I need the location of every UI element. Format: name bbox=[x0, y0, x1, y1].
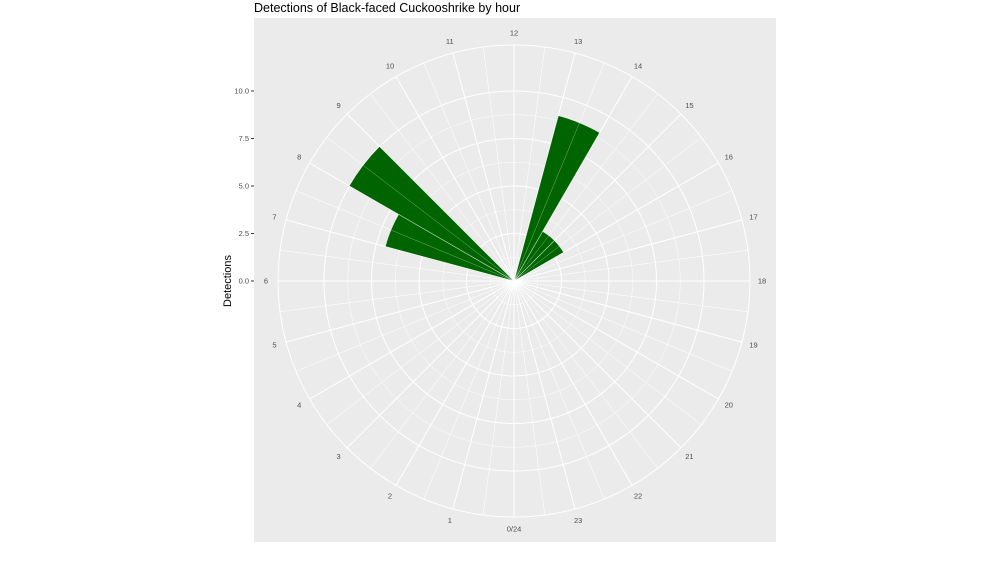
hour-label: 17 bbox=[749, 212, 757, 221]
spoke-overlay bbox=[513, 280, 682, 449]
spoke-overlay bbox=[513, 162, 719, 282]
spoke-overlay bbox=[513, 46, 545, 282]
spoke-overlay bbox=[395, 280, 515, 486]
spoke-overlay bbox=[513, 113, 682, 282]
bar-hour-13 bbox=[514, 115, 600, 281]
hour-label: 5 bbox=[272, 341, 276, 350]
spoke-overlay bbox=[513, 52, 576, 282]
hour-label: 7 bbox=[272, 212, 276, 221]
hour-label: 15 bbox=[685, 101, 693, 110]
hour-label: 18 bbox=[758, 277, 766, 286]
spoke-overlay bbox=[279, 280, 515, 312]
spoke-overlay bbox=[452, 52, 515, 282]
y-tick-label: 10.0 bbox=[234, 87, 249, 96]
hour-label: 10 bbox=[386, 62, 394, 71]
hour-label: 12 bbox=[510, 29, 518, 38]
spoke-overlay bbox=[370, 93, 515, 282]
hour-label: 22 bbox=[634, 491, 642, 500]
hour-label: 14 bbox=[634, 62, 642, 71]
hour-label: 8 bbox=[297, 153, 301, 162]
spoke-overlay bbox=[346, 280, 515, 449]
y-tick-label: 2.5 bbox=[239, 229, 249, 238]
spoke-overlay bbox=[483, 280, 515, 516]
spoke-overlay bbox=[513, 93, 658, 282]
hour-label: 2 bbox=[388, 491, 392, 500]
spoke-overlay bbox=[513, 76, 633, 282]
spoke-overlay bbox=[513, 190, 733, 282]
spoke-overlay bbox=[326, 137, 515, 282]
spoke-overlay bbox=[513, 137, 702, 282]
hour-label: 3 bbox=[337, 452, 341, 461]
spoke-overlay bbox=[295, 280, 515, 372]
spoke-overlay bbox=[326, 280, 515, 425]
spoke-overlay bbox=[513, 219, 743, 282]
spoke-overlay bbox=[395, 76, 515, 282]
y-tick-label: 0.0 bbox=[239, 277, 249, 286]
spoke-overlay bbox=[452, 280, 515, 510]
bar-hour-8 bbox=[349, 146, 514, 281]
hour-label: 20 bbox=[725, 401, 733, 410]
spoke-overlay bbox=[513, 280, 719, 400]
y-tick-label: 5.0 bbox=[239, 182, 249, 191]
spoke-overlay bbox=[423, 62, 515, 282]
spoke-overlay bbox=[346, 113, 515, 282]
spoke-overlay bbox=[370, 280, 515, 469]
hour-label: 1 bbox=[448, 516, 452, 525]
hour-label: 23 bbox=[574, 516, 582, 525]
bar-hour-15 bbox=[514, 240, 564, 281]
spoke-overlay bbox=[483, 46, 515, 282]
hour-labels: 0/24123456789101112131415161718192021222… bbox=[264, 29, 766, 534]
spoke-overlay bbox=[285, 280, 515, 343]
hour-label: 9 bbox=[337, 101, 341, 110]
spoke-overlay bbox=[295, 190, 515, 282]
spoke-overlay bbox=[285, 219, 515, 282]
y-tick-label: 7.5 bbox=[239, 134, 249, 143]
spoke-overlay bbox=[309, 162, 515, 282]
hour-label: 4 bbox=[297, 401, 301, 410]
spoke-overlay bbox=[513, 280, 702, 425]
hour-label: 16 bbox=[725, 153, 733, 162]
spoke-overlay bbox=[513, 280, 605, 500]
hour-label: 13 bbox=[574, 37, 582, 46]
spoke-overlay bbox=[423, 280, 515, 500]
spoke-overlay bbox=[513, 280, 576, 510]
spoke-overlay bbox=[513, 280, 743, 343]
bar-hour-7 bbox=[385, 214, 514, 281]
spoke-overlay bbox=[279, 250, 515, 282]
chart-title: Detections of Black-faced Cuckooshrike b… bbox=[254, 1, 521, 15]
bar-hour-14 bbox=[514, 231, 555, 281]
spoke-overlay bbox=[513, 280, 749, 312]
spoke-overlay bbox=[309, 280, 515, 400]
hour-label: 19 bbox=[749, 341, 757, 350]
spoke-overlay bbox=[513, 250, 749, 282]
hour-label: 6 bbox=[264, 277, 268, 286]
bars bbox=[278, 45, 750, 517]
spoke-overlay bbox=[513, 280, 545, 516]
hour-label: 0/24 bbox=[507, 525, 522, 534]
spoke-overlay bbox=[513, 280, 633, 486]
spoke-overlay bbox=[513, 62, 605, 282]
spoke-overlay bbox=[513, 280, 658, 469]
spoke-overlay bbox=[513, 280, 733, 372]
hour-label: 21 bbox=[685, 452, 693, 461]
y-axis-ticks: 0.0 2.5 5.0 7.5 10.0 bbox=[234, 87, 254, 286]
hour-label: 11 bbox=[446, 37, 454, 46]
